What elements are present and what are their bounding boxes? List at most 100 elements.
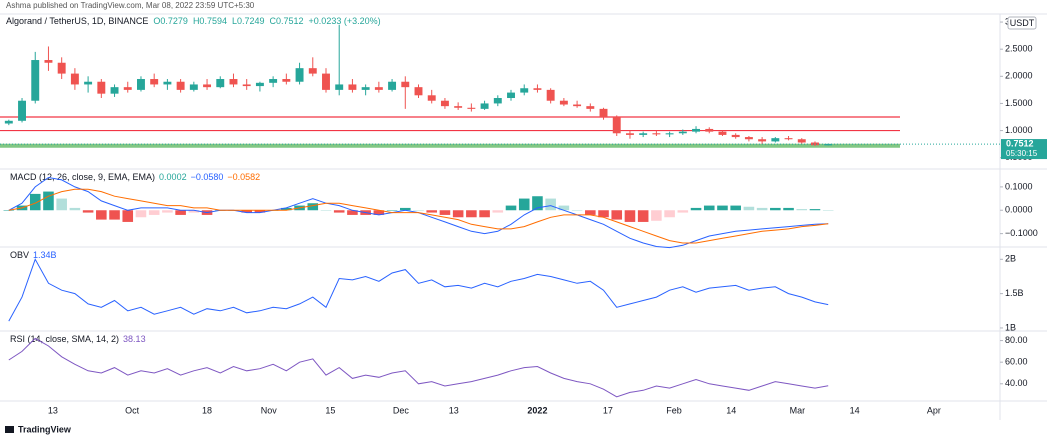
- x-tick-label: 13: [48, 405, 58, 415]
- candle-body: [31, 60, 40, 101]
- y-tick-label: 0.0000: [1005, 205, 1033, 215]
- histogram-bar: [690, 207, 702, 211]
- candle-body: [692, 128, 700, 132]
- legend-item: RSI (14, close, SMA, 14, 2): [10, 334, 119, 344]
- histogram-bar: [822, 210, 834, 211]
- candle-body: [84, 81, 93, 85]
- legend-item: −0.0582: [227, 172, 260, 182]
- histogram-bar: [796, 209, 808, 211]
- candle-body: [322, 73, 330, 90]
- histogram-bar: [756, 207, 768, 211]
- histogram-bar: [29, 193, 41, 211]
- histogram-bar: [439, 210, 451, 215]
- candle-body: [533, 88, 542, 90]
- candle-body: [811, 142, 819, 146]
- candle-body: [573, 104, 582, 107]
- histogram-bar: [518, 198, 530, 211]
- histogram-bar: [426, 210, 438, 213]
- publisher-line: Ashma published on TradingView.com, Mar …: [6, 1, 255, 10]
- histogram-bar: [598, 210, 609, 218]
- histogram-bar: [69, 207, 81, 211]
- histogram-bar: [96, 210, 107, 220]
- candle-body: [269, 79, 278, 83]
- histogram-bar: [43, 191, 54, 211]
- histogram-bar: [122, 210, 134, 222]
- candle-body: [586, 106, 595, 109]
- x-tick-label: Feb: [666, 405, 682, 415]
- histogram-bar: [148, 210, 160, 215]
- candle-body: [665, 133, 674, 135]
- y-tick-label: 60.00: [1005, 357, 1028, 367]
- x-tick-label: Nov: [261, 405, 278, 415]
- candle-body: [242, 84, 251, 87]
- candle-body: [374, 87, 383, 90]
- legend-item: MACD (12, 26, close, 9, EMA, EMA): [10, 172, 155, 182]
- candle-body: [70, 73, 79, 85]
- y-tick-label: 1.0000: [1005, 125, 1033, 135]
- histogram-bar: [241, 210, 252, 213]
- x-tick-label: 14: [726, 405, 736, 415]
- legend-item: 1.34B: [33, 250, 57, 260]
- histogram-bar: [254, 210, 266, 213]
- candle-body: [335, 84, 344, 90]
- indicator-line: [8, 337, 829, 398]
- histogram-bar: [135, 210, 147, 218]
- y-tick-label: 2.0000: [1005, 71, 1033, 81]
- histogram-bar: [783, 207, 794, 211]
- candle-body: [612, 117, 621, 134]
- legend-item: OBV: [10, 250, 29, 260]
- histogram-bar: [532, 196, 543, 211]
- histogram-bar: [624, 210, 636, 222]
- candle-body: [546, 89, 555, 101]
- indicator-legend: RSI (14, close, SMA, 14, 2) 38.13: [10, 334, 146, 344]
- histogram-bar: [281, 207, 292, 211]
- candle-body: [123, 87, 132, 90]
- candle-body: [18, 100, 26, 121]
- ohlc-value: C0.7512: [270, 16, 304, 26]
- histogram-bar: [413, 210, 424, 211]
- x-tick-label: Apr: [927, 405, 941, 415]
- y-tick-label: 2B: [1005, 254, 1016, 264]
- candle-body: [97, 81, 106, 94]
- candle-body: [361, 87, 370, 90]
- x-tick-label: 14: [850, 405, 860, 415]
- candle-body: [255, 82, 264, 87]
- x-tick-label: 13: [449, 405, 459, 415]
- candle-body: [427, 95, 436, 101]
- histogram-bar: [809, 209, 821, 211]
- y-tick-label: 1.5000: [1005, 98, 1033, 108]
- histogram-bar: [664, 210, 675, 218]
- y-tick-label: −0.1000: [1005, 228, 1038, 238]
- candle-body: [824, 144, 833, 146]
- candle-body: [625, 133, 634, 135]
- histogram-bar: [611, 210, 623, 220]
- x-tick-label: 18: [202, 405, 212, 415]
- candle-body: [176, 81, 185, 90]
- histogram-bar: [452, 210, 464, 218]
- candle-body: [440, 100, 449, 107]
- candle-body: [784, 138, 793, 140]
- x-tick-label: Mar: [790, 405, 806, 415]
- logo-mark: [5, 426, 14, 433]
- candle-body: [348, 84, 357, 90]
- histogram-bar: [188, 210, 200, 213]
- candle-body: [282, 79, 291, 82]
- candle-body: [414, 87, 423, 96]
- last-price-box: [1001, 139, 1047, 160]
- currency-label: USDT: [1010, 18, 1035, 28]
- x-tick-label: 15: [325, 405, 335, 415]
- candle-body: [744, 137, 753, 140]
- histogram-bar: [585, 210, 596, 215]
- indicator-line: [8, 258, 829, 322]
- histogram-bar: [109, 210, 120, 220]
- candle-body: [467, 107, 476, 109]
- histogram-bar: [162, 210, 173, 213]
- footer-brand: TradingView: [18, 424, 72, 434]
- candle-body: [480, 103, 489, 109]
- histogram-bar: [175, 210, 186, 215]
- histogram-bar: [505, 205, 517, 211]
- histogram-bar: [743, 206, 755, 211]
- candle-body: [797, 139, 806, 143]
- indicator-legend: OBV 1.34B: [10, 250, 57, 260]
- ohlc-value: H0.7594: [193, 16, 227, 26]
